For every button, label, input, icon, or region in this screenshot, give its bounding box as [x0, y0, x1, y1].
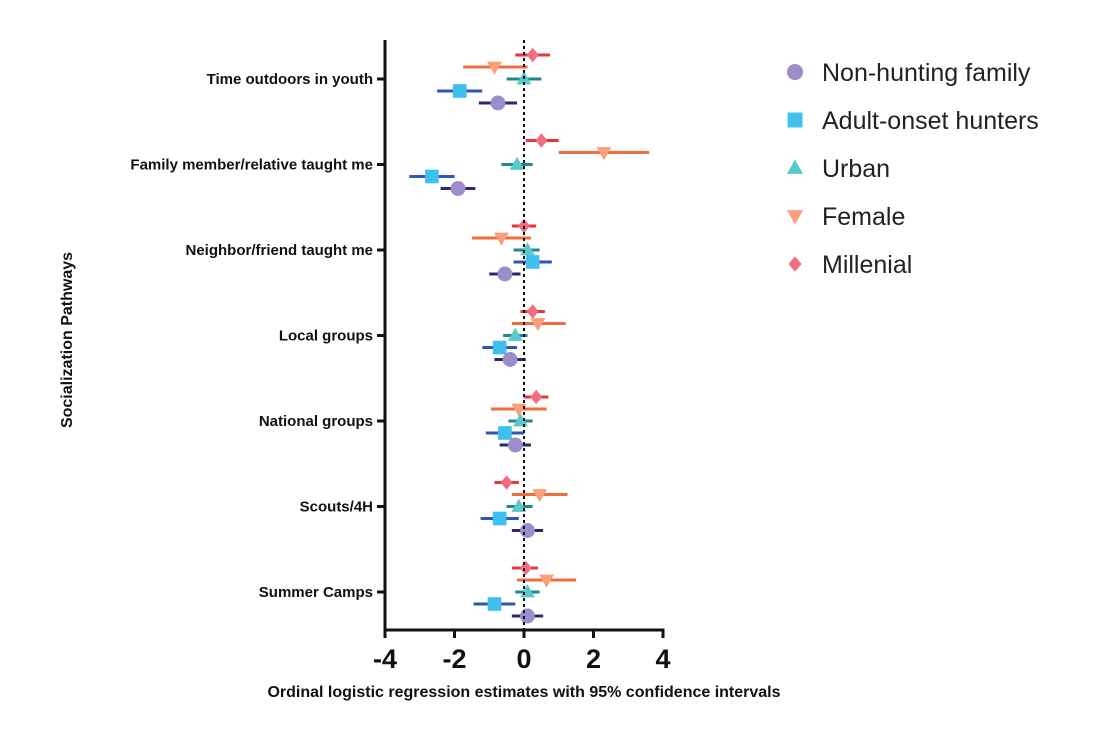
legend-item: Adult-onset hunters [787, 107, 1039, 135]
legend-item: Millenial [788, 251, 912, 279]
estimate-point [511, 498, 527, 512]
legend-item: Non-hunting family [786, 59, 1031, 87]
legend-label: Urban [822, 155, 890, 183]
legend-label: Female [822, 203, 905, 231]
estimate-point [452, 84, 467, 98]
estimate-point [596, 147, 612, 161]
estimate-point [497, 266, 513, 282]
estimate-point [532, 489, 548, 503]
estimate-point [513, 413, 528, 427]
series-millenial [494, 47, 559, 576]
estimate-point [492, 340, 507, 355]
estimate-point [502, 352, 518, 367]
estimate-point [492, 511, 507, 526]
x-tick-label: 0 [516, 644, 531, 674]
x-tick-label: 2 [586, 644, 601, 674]
legend-label: Millenial [822, 251, 912, 279]
legend-marker [788, 256, 802, 272]
estimate-point [535, 133, 548, 148]
category-label: Scouts/4H [300, 499, 373, 516]
x-tick-label: -4 [373, 644, 397, 674]
legend-marker [786, 159, 804, 174]
estimate-point [507, 327, 523, 341]
estimate-point [487, 597, 502, 611]
estimate-point [500, 475, 513, 490]
estimate-point [509, 156, 525, 170]
estimate-point [520, 608, 535, 624]
series-adult-onset-hunters [409, 84, 552, 611]
category-label: Time outdoors in youth [207, 71, 373, 88]
legend-label: Adult-onset hunters [822, 107, 1039, 135]
estimate-point [498, 426, 512, 440]
legend-item: Female [786, 203, 905, 231]
y-axis-title: Socialization Pathways [59, 252, 76, 428]
estimate-point [530, 389, 543, 405]
legend-label: Non-hunting family [822, 59, 1031, 87]
x-axis-title: Ordinal logistic regression estimates wi… [267, 684, 780, 701]
x-tick-label: -2 [442, 644, 466, 674]
series-female [463, 61, 650, 588]
estimate-point [490, 95, 506, 111]
category-label: Neighbor/friend taught me [186, 242, 374, 259]
estimate-point [530, 318, 546, 332]
estimate-point [493, 232, 509, 246]
estimate-point [520, 523, 535, 538]
series-non-hunting-family [440, 95, 544, 624]
estimate-point [526, 304, 539, 319]
category-label: Summer Camps [259, 584, 373, 601]
legend-marker [786, 63, 804, 81]
estimate-point [519, 560, 532, 576]
category-label: Family member/relative taught me [130, 157, 373, 174]
estimate-point [511, 403, 527, 417]
legend-item: Urban [786, 155, 890, 183]
estimate-point [425, 169, 439, 184]
legend-marker [786, 210, 804, 225]
estimate-point [487, 61, 502, 75]
estimate-point [525, 255, 540, 269]
legend-marker [787, 112, 803, 128]
estimate-point [507, 437, 523, 453]
estimate-point [450, 181, 466, 196]
category-label: National groups [259, 413, 373, 430]
estimate-point [539, 574, 555, 588]
legend: Non-hunting family Adult-onset hunters Urb… [786, 59, 1039, 279]
axes: -4 -2 0 2 4 Time outdoors in youth Family memb… [130, 40, 671, 674]
category-label: Local groups [279, 328, 373, 345]
estimate-point [526, 47, 539, 63]
x-tick-label: 4 [655, 644, 670, 674]
plot-area [409, 47, 650, 624]
